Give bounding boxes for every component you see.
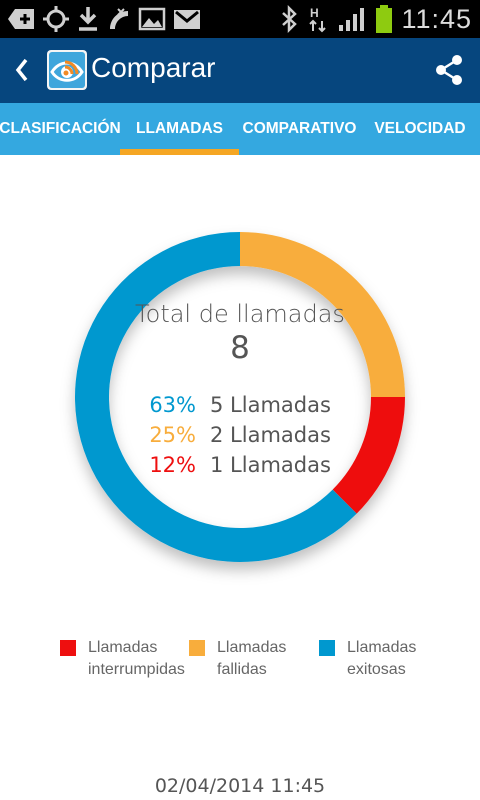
status-bar: H 11:45 — [0, 0, 480, 38]
tab-clasificacion[interactable]: CLASIFICACIÓN — [0, 103, 121, 155]
tab-label: COMPARATIVO — [242, 120, 357, 137]
stat-count: 1 Llamadas — [210, 453, 331, 477]
stat-count: 5 Llamadas — [210, 393, 331, 417]
bluetooth-icon — [282, 5, 298, 33]
tab-comparativo[interactable]: COMPARATIVO — [239, 103, 360, 155]
total-calls-label: Total de llamadas — [135, 300, 345, 328]
gmail-icon — [174, 10, 200, 29]
legend-swatch — [319, 640, 335, 656]
legend-label: Llamadas exitosas — [347, 639, 417, 678]
image-icon — [138, 7, 166, 31]
chevron-left-icon[interactable] — [10, 54, 32, 86]
legend-swatch — [189, 640, 205, 656]
call-stats: 63% 5 Llamadas 25% 2 Llamadas 12% 1 Llam… — [90, 390, 390, 480]
share-icon[interactable] — [434, 54, 464, 86]
stat-row-success: 63% 5 Llamadas — [90, 390, 390, 420]
gps-icon — [43, 6, 69, 32]
stat-percent: 63% — [149, 393, 196, 417]
selected-tab-indicator — [120, 149, 239, 155]
clock: 11:45 — [401, 3, 472, 34]
add-notification-icon — [8, 9, 34, 29]
legend-swatch — [60, 640, 76, 656]
hspa-data-icon: H — [309, 6, 327, 33]
tab-label: CLASIFICACIÓN — [0, 120, 121, 137]
donut-slice-llamadas-interrumpidas — [332, 397, 405, 514]
action-bar: Comparar — [0, 38, 480, 103]
svg-text:H: H — [310, 6, 319, 20]
app-logo[interactable] — [47, 50, 87, 90]
legend-label: Llamadas fallidas — [217, 639, 287, 678]
battery-icon — [376, 5, 393, 33]
donut-slice-llamadas-exitosas — [74, 232, 357, 562]
donut-slice-llamadas-fallidas — [240, 232, 405, 397]
tab-bar: CLASIFICACIÓN LLAMADAS COMPARATIVO VELOC… — [0, 103, 480, 155]
tab-label: VELOCIDAD — [374, 120, 466, 137]
total-calls-value: 8 — [230, 330, 250, 366]
timestamp: 02/04/2014 11:45 — [154, 775, 326, 797]
missed-call-icon — [110, 8, 128, 29]
stat-row-failed: 25% 2 Llamadas — [90, 420, 390, 450]
tab-velocidad[interactable]: VELOCIDAD — [360, 103, 480, 155]
download-icon — [79, 7, 97, 31]
donut-center: Total de llamadas 8 — [90, 300, 390, 366]
stat-percent: 25% — [149, 423, 196, 447]
tab-label: LLAMADAS — [136, 120, 223, 137]
legend-label: Llamadas interrumpidas — [88, 639, 185, 678]
stat-row-interrupted: 12% 1 Llamadas — [90, 450, 390, 480]
page-title: Comparar — [91, 52, 216, 83]
stat-percent: 12% — [149, 453, 196, 477]
signal-icon — [339, 8, 365, 31]
stat-count: 2 Llamadas — [210, 423, 331, 447]
calls-donut-chart — [74, 232, 405, 562]
tab-llamadas[interactable]: LLAMADAS — [120, 103, 239, 155]
